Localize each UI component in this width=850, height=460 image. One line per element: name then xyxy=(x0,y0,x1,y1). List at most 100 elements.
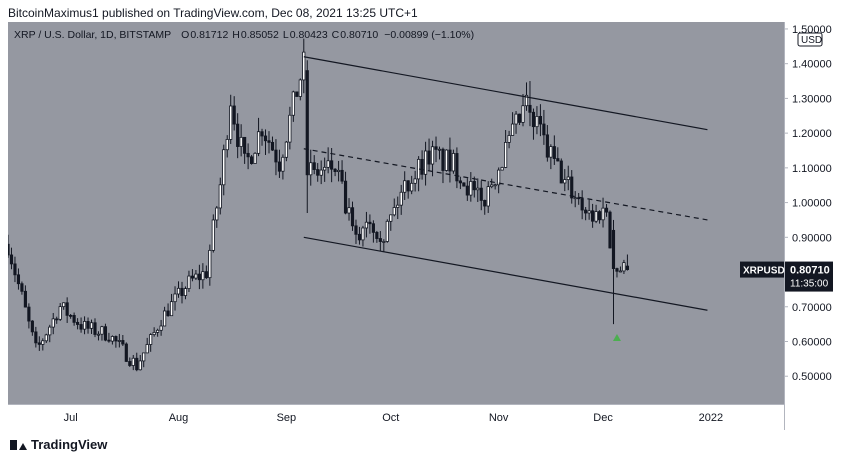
candle-body xyxy=(107,339,111,342)
candle-body xyxy=(535,116,539,128)
tradingview-brand[interactable]: TradingView xyxy=(10,437,107,452)
candle-body xyxy=(232,105,236,125)
candle-body xyxy=(37,342,41,345)
candle-body xyxy=(89,322,94,329)
ohlc-o-value: 0.81712 xyxy=(190,29,228,41)
candle-body xyxy=(93,322,97,335)
candle-body xyxy=(364,221,369,229)
ohlc-change-value: −0.00899 (−1.10%) xyxy=(384,29,474,41)
candle-body xyxy=(504,142,508,168)
candle-body xyxy=(65,302,69,316)
y-tick-label: 1.20000 xyxy=(792,128,832,140)
candle-body xyxy=(399,191,403,206)
candle-body xyxy=(413,178,417,184)
candle-body xyxy=(570,176,574,199)
candle-body xyxy=(82,321,87,330)
candle-body xyxy=(114,336,118,342)
candle-body xyxy=(350,207,355,227)
x-tick-label: Sep xyxy=(277,412,297,424)
candle-body xyxy=(204,271,208,279)
candle-body xyxy=(455,153,459,182)
candle-body xyxy=(357,233,362,241)
chart-container[interactable]: 1.50000 1.40000 1.30000 1.20000 1.10000 1.000… xyxy=(8,22,846,430)
candle-body xyxy=(225,139,229,151)
candle-body xyxy=(378,238,382,242)
candle-body xyxy=(517,113,522,123)
candle-body xyxy=(396,204,400,208)
x-tick-label: Oct xyxy=(382,412,399,424)
candle-body xyxy=(131,357,135,366)
x-tick-label: Nov xyxy=(489,412,509,424)
candle-body xyxy=(267,140,271,143)
candle-body xyxy=(180,287,184,296)
candle-body xyxy=(211,219,215,251)
candle-body xyxy=(270,141,275,151)
candle-body xyxy=(69,314,73,317)
y-tick-label: 1.40000 xyxy=(792,59,832,71)
x-tick-label: Dec xyxy=(593,412,613,424)
candle-body xyxy=(138,360,142,371)
candle-body xyxy=(48,326,52,336)
candle-body xyxy=(521,105,525,123)
candle-body xyxy=(340,169,344,182)
candle-body xyxy=(472,181,476,191)
candle-body xyxy=(406,180,410,192)
candle-body xyxy=(448,149,452,172)
x-tick-label: Aug xyxy=(169,412,189,424)
candle-body xyxy=(354,225,358,235)
candle-body xyxy=(253,152,257,164)
candle-body xyxy=(528,104,532,113)
candle-body xyxy=(622,262,626,272)
candle-body xyxy=(44,334,48,342)
candle-body xyxy=(608,211,612,249)
candle-body xyxy=(444,149,449,171)
candle-body xyxy=(27,306,31,322)
candle-body xyxy=(319,169,323,176)
candle-body xyxy=(305,70,309,176)
candle-body xyxy=(229,105,233,140)
candle-body xyxy=(559,160,563,184)
candle-body xyxy=(500,167,504,171)
candle-body xyxy=(389,214,393,222)
candle-body xyxy=(103,326,108,341)
candle-body xyxy=(483,199,487,207)
candle-body xyxy=(243,136,247,154)
candle-body xyxy=(591,210,595,222)
tradingview-brand-label: TradingView xyxy=(31,437,108,452)
candle-body xyxy=(549,146,553,158)
candle-body xyxy=(556,158,560,162)
candle-body xyxy=(330,160,334,170)
candle-body xyxy=(490,184,494,188)
candle-body xyxy=(604,207,609,213)
candle-body xyxy=(524,94,529,107)
candle-body xyxy=(169,301,174,317)
price-chart[interactable]: 1.500001.400001.300001.200001.100001.000… xyxy=(8,22,846,430)
candle-body xyxy=(493,184,497,187)
candle-body xyxy=(187,275,191,290)
candle-body xyxy=(86,321,90,329)
candle-body xyxy=(23,290,27,308)
candle-body xyxy=(316,169,320,176)
candle-body xyxy=(584,209,588,214)
currency-label: USD xyxy=(801,35,822,46)
y-tick-label: 1.00000 xyxy=(792,198,832,210)
candle-body xyxy=(236,123,240,147)
candle-body xyxy=(309,162,313,176)
candle-body xyxy=(298,79,302,97)
candles xyxy=(8,38,629,372)
candle-body xyxy=(110,336,114,342)
candle-body xyxy=(79,324,83,330)
candle-body xyxy=(368,221,372,225)
ohlc-h-label: H xyxy=(232,29,240,41)
ohlc-h-value: 0.85052 xyxy=(241,29,279,41)
candle-body xyxy=(201,271,205,281)
candle-body xyxy=(302,51,306,81)
candle-body xyxy=(597,211,602,221)
candle-body xyxy=(183,288,188,296)
candle-body xyxy=(385,220,389,242)
candle-body xyxy=(587,210,591,214)
candle-body xyxy=(163,310,167,327)
candle-body xyxy=(423,150,428,175)
candle-body xyxy=(552,146,556,159)
candle-body xyxy=(215,207,219,221)
